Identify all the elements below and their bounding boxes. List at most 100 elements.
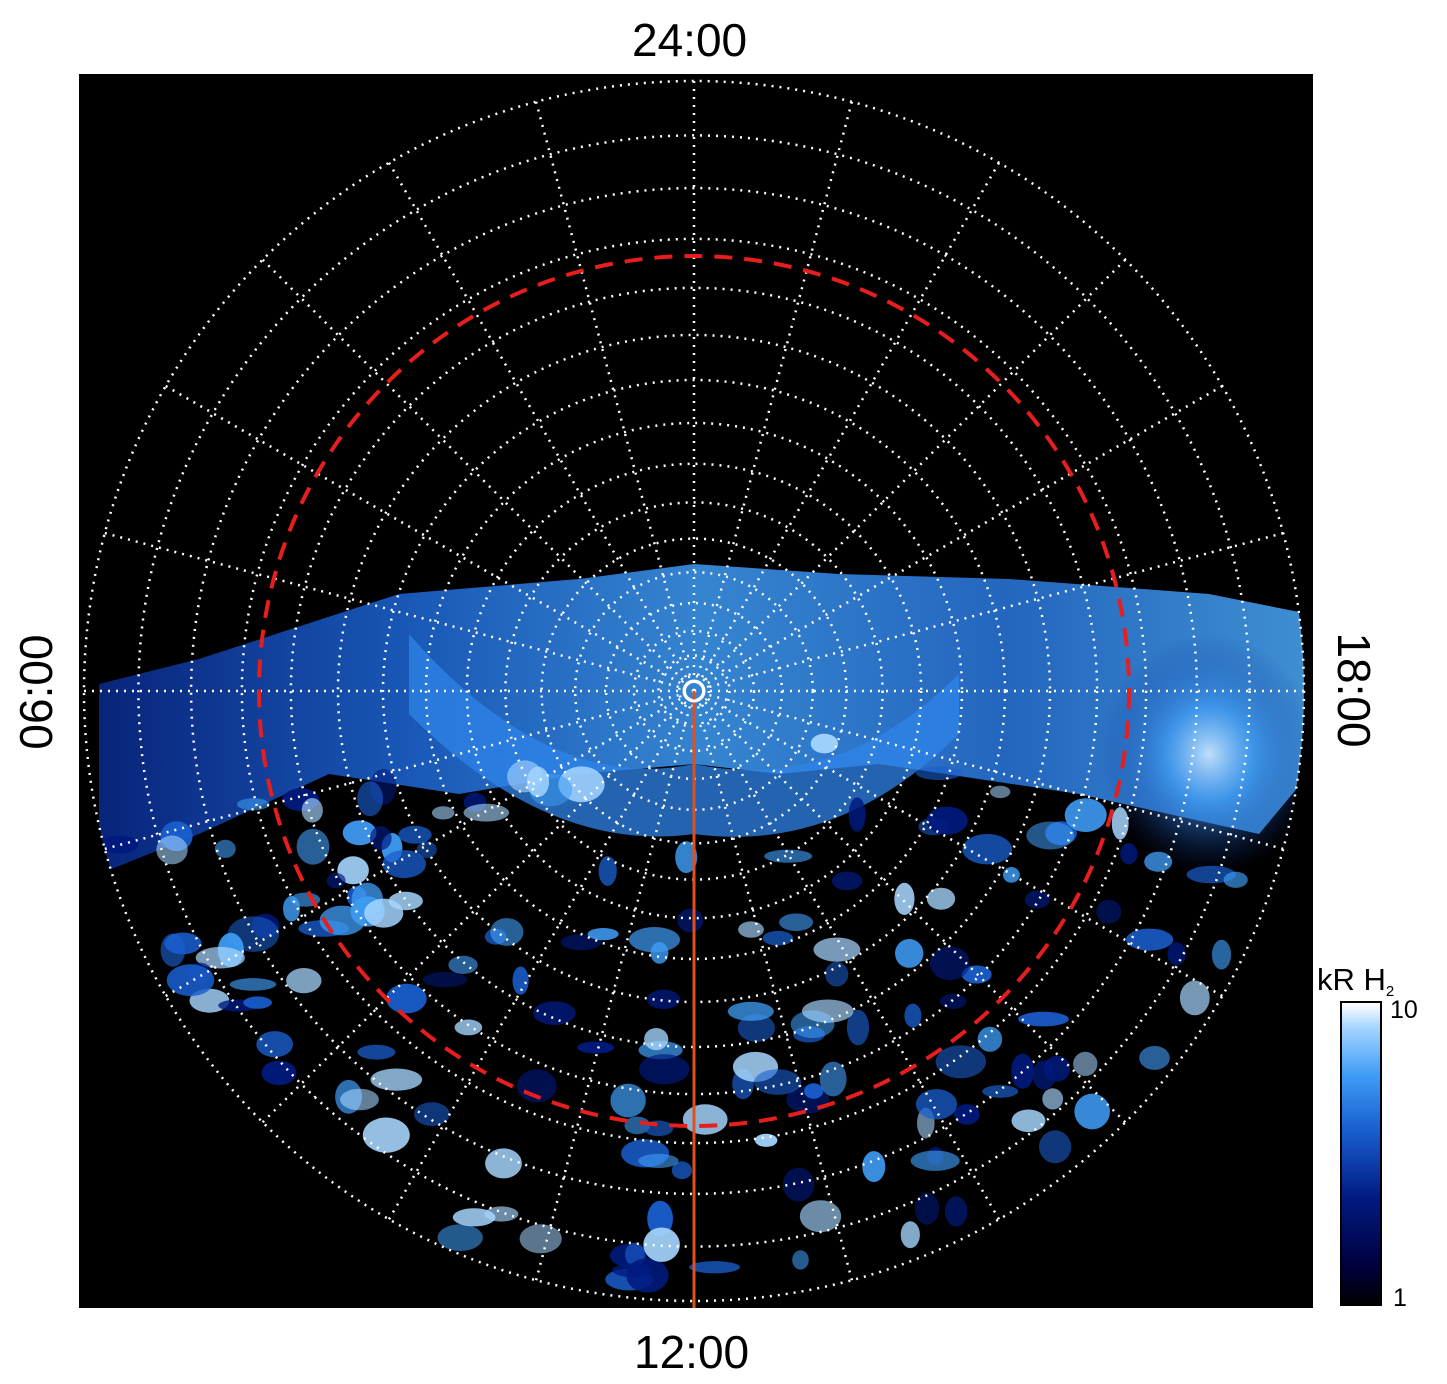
emission-patch — [895, 939, 924, 968]
emission-patch — [792, 1250, 809, 1270]
emission-patch — [1144, 851, 1173, 872]
emission-patch — [1179, 980, 1210, 1016]
emission-patch — [422, 972, 468, 988]
grid-latitude-circle — [240, 237, 1148, 1145]
grid-meridian — [534, 101, 696, 692]
polar-projection-plot — [79, 74, 1313, 1308]
emission-patch — [894, 882, 915, 916]
emission-patch — [977, 1026, 1003, 1052]
emission-patch — [935, 1045, 986, 1079]
emission-patch — [100, 835, 139, 854]
auroral-band — [99, 564, 1304, 874]
emission-patch — [463, 803, 510, 822]
emission-patch — [675, 841, 698, 874]
emission-patch — [904, 1003, 922, 1028]
reference-latitude-circle — [257, 254, 1131, 1128]
emission-patch — [682, 1104, 728, 1135]
emission-patch — [727, 1001, 774, 1021]
emission-patch — [737, 1014, 776, 1042]
emission-patch — [1074, 1093, 1110, 1130]
emission-patch — [1064, 798, 1107, 832]
emission-patch — [915, 766, 962, 780]
emission-patch — [166, 964, 215, 997]
emission-patch — [929, 946, 970, 981]
emission-patch — [819, 1061, 847, 1097]
grid-latitude-circle — [336, 333, 1052, 1049]
emission-patch — [340, 1088, 379, 1111]
emission-patch — [810, 733, 839, 754]
emission-patch — [286, 968, 322, 994]
grid-meridian — [692, 690, 1001, 1220]
emission-patch — [214, 839, 236, 859]
emission-patch — [900, 1221, 920, 1249]
emission-patch — [762, 930, 794, 946]
emission-patch — [813, 937, 861, 962]
emission-patch — [926, 887, 956, 910]
emission-patch — [382, 850, 427, 879]
local-time-label-right: 18:00 — [1328, 632, 1380, 748]
grid-latitude-circle — [189, 186, 1199, 1196]
emission-patch — [398, 825, 432, 844]
dusk-bright-patch — [1099, 634, 1304, 874]
emission-patch — [804, 1083, 824, 1099]
emission-patch — [229, 978, 277, 991]
emission-patch — [560, 934, 602, 951]
emission-patch — [638, 1153, 679, 1168]
emission-patch — [484, 1206, 519, 1222]
emission-patch — [342, 820, 377, 846]
grid-latitude-circle — [632, 629, 756, 753]
emission-patch — [414, 1102, 450, 1126]
emission-patch — [1223, 871, 1248, 888]
grid-meridian — [104, 689, 695, 851]
emission-patch — [1139, 1045, 1170, 1070]
grid-latitude-circle — [657, 654, 731, 728]
emission-patch — [944, 1196, 968, 1227]
grid-latitude-circle — [677, 674, 711, 708]
grid-meridian — [387, 162, 696, 692]
emission-patch — [689, 1261, 740, 1274]
emission-patch — [862, 1151, 886, 1183]
emission-patch — [954, 1104, 980, 1125]
emission-patch — [982, 1085, 1019, 1098]
grid-meridian — [692, 690, 854, 1281]
grid-latitude-circle — [465, 462, 923, 920]
emission-patch — [490, 918, 524, 946]
emission-patch — [533, 1001, 576, 1025]
grid-latitude-circle — [573, 570, 815, 812]
colorbar-title-subscript: 2 — [1385, 983, 1395, 1000]
emission-patch — [388, 891, 423, 911]
polar-projection-svg — [82, 79, 1306, 1308]
grid-meridian — [692, 162, 1001, 692]
emission-patch — [646, 989, 681, 1010]
emission-patch — [243, 996, 272, 1009]
emission-patch — [448, 955, 478, 975]
emission-patch — [926, 806, 968, 835]
emission-patch — [671, 1161, 693, 1180]
emission-patch — [357, 1044, 396, 1060]
emission-patch — [1003, 867, 1020, 883]
emission-patch — [370, 1068, 423, 1091]
grid-latitude-circle — [424, 421, 964, 961]
emission-patch — [629, 927, 680, 953]
grid-meridian — [693, 690, 1127, 1124]
emission-patch — [644, 1028, 669, 1051]
emission-patch — [910, 1150, 960, 1171]
emission-patch — [1024, 890, 1050, 909]
emission-patch — [416, 841, 437, 858]
grid-meridian — [693, 531, 1284, 693]
emission-patch — [512, 966, 529, 995]
grid-meridian — [693, 384, 1223, 693]
emission-patch — [624, 1116, 650, 1135]
emission-patch — [1126, 928, 1174, 951]
emission-patch — [195, 946, 245, 969]
emission-patch — [1120, 843, 1138, 865]
grid-meridian — [165, 384, 695, 693]
grid-meridian — [261, 690, 695, 1124]
emission-patch — [1039, 1130, 1072, 1164]
emission-patch — [846, 1009, 870, 1046]
colorbar — [1340, 1001, 1382, 1306]
emission-patch — [754, 1069, 802, 1095]
colorbar-title-main: kR H — [1317, 962, 1386, 997]
emission-patch — [577, 1041, 615, 1054]
emission-patch — [587, 928, 619, 941]
